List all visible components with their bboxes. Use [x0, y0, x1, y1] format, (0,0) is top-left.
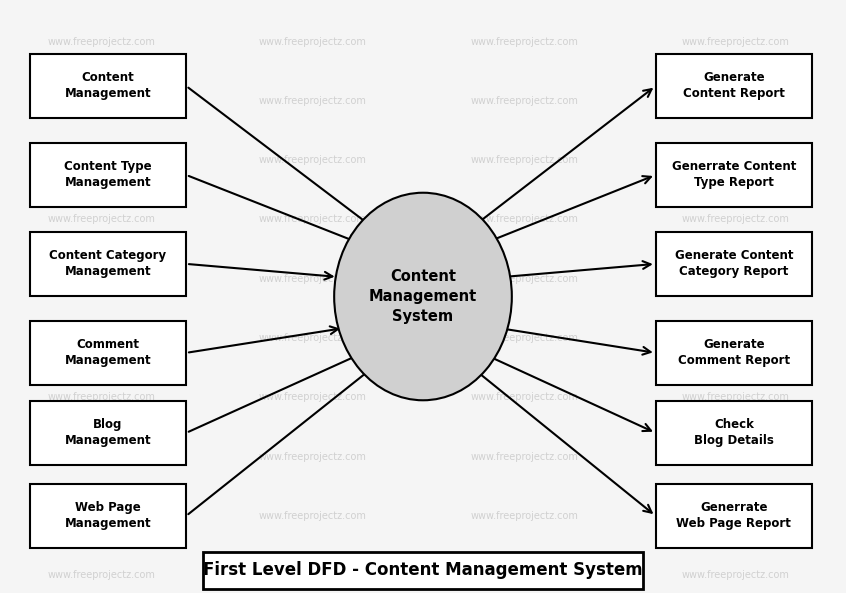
FancyBboxPatch shape [30, 54, 186, 118]
Text: Comment
Management: Comment Management [64, 339, 151, 367]
Text: www.freeprojectz.com: www.freeprojectz.com [259, 37, 367, 46]
FancyBboxPatch shape [30, 232, 186, 296]
Text: www.freeprojectz.com: www.freeprojectz.com [682, 155, 790, 165]
FancyBboxPatch shape [203, 552, 643, 589]
FancyBboxPatch shape [656, 321, 812, 385]
Text: www.freeprojectz.com: www.freeprojectz.com [259, 570, 367, 580]
Text: www.freeprojectz.com: www.freeprojectz.com [470, 96, 579, 106]
Text: www.freeprojectz.com: www.freeprojectz.com [682, 96, 790, 106]
Text: www.freeprojectz.com: www.freeprojectz.com [470, 333, 579, 343]
FancyBboxPatch shape [30, 321, 186, 385]
Text: www.freeprojectz.com: www.freeprojectz.com [470, 155, 579, 165]
Text: Generate
Comment Report: Generate Comment Report [678, 339, 790, 367]
Text: www.freeprojectz.com: www.freeprojectz.com [47, 452, 156, 461]
FancyBboxPatch shape [656, 54, 812, 118]
Text: www.freeprojectz.com: www.freeprojectz.com [259, 155, 367, 165]
FancyBboxPatch shape [656, 401, 812, 465]
Text: www.freeprojectz.com: www.freeprojectz.com [682, 37, 790, 46]
FancyBboxPatch shape [30, 484, 186, 548]
Text: www.freeprojectz.com: www.freeprojectz.com [47, 96, 156, 106]
FancyBboxPatch shape [30, 143, 186, 207]
Text: www.freeprojectz.com: www.freeprojectz.com [682, 215, 790, 224]
Text: www.freeprojectz.com: www.freeprojectz.com [259, 511, 367, 521]
Text: www.freeprojectz.com: www.freeprojectz.com [259, 274, 367, 283]
Text: www.freeprojectz.com: www.freeprojectz.com [470, 511, 579, 521]
Text: Blog
Management: Blog Management [64, 419, 151, 447]
Text: www.freeprojectz.com: www.freeprojectz.com [47, 274, 156, 283]
Text: www.freeprojectz.com: www.freeprojectz.com [259, 393, 367, 402]
Text: www.freeprojectz.com: www.freeprojectz.com [47, 570, 156, 580]
Text: www.freeprojectz.com: www.freeprojectz.com [259, 333, 367, 343]
Text: Content Category
Management: Content Category Management [49, 250, 167, 278]
Ellipse shape [334, 193, 512, 400]
Text: www.freeprojectz.com: www.freeprojectz.com [259, 215, 367, 224]
FancyBboxPatch shape [656, 232, 812, 296]
Text: www.freeprojectz.com: www.freeprojectz.com [470, 37, 579, 46]
Text: www.freeprojectz.com: www.freeprojectz.com [682, 511, 790, 521]
Text: www.freeprojectz.com: www.freeprojectz.com [47, 155, 156, 165]
Text: Check
Blog Details: Check Blog Details [694, 419, 774, 447]
Text: Content
Management: Content Management [64, 72, 151, 100]
FancyBboxPatch shape [656, 143, 812, 207]
Text: Generate Content
Category Report: Generate Content Category Report [674, 250, 794, 278]
Text: www.freeprojectz.com: www.freeprojectz.com [682, 274, 790, 283]
Text: www.freeprojectz.com: www.freeprojectz.com [682, 570, 790, 580]
Text: www.freeprojectz.com: www.freeprojectz.com [470, 393, 579, 402]
Text: www.freeprojectz.com: www.freeprojectz.com [47, 333, 156, 343]
Text: www.freeprojectz.com: www.freeprojectz.com [47, 511, 156, 521]
Text: www.freeprojectz.com: www.freeprojectz.com [470, 452, 579, 461]
Text: Generrate Content
Type Report: Generrate Content Type Report [672, 161, 796, 189]
Text: First Level DFD - Content Management System: First Level DFD - Content Management Sys… [203, 562, 643, 579]
FancyBboxPatch shape [30, 401, 186, 465]
Text: www.freeprojectz.com: www.freeprojectz.com [470, 570, 579, 580]
Text: Generrate
Web Page Report: Generrate Web Page Report [677, 502, 791, 530]
Text: www.freeprojectz.com: www.freeprojectz.com [682, 452, 790, 461]
Text: www.freeprojectz.com: www.freeprojectz.com [259, 452, 367, 461]
Text: www.freeprojectz.com: www.freeprojectz.com [47, 215, 156, 224]
Text: www.freeprojectz.com: www.freeprojectz.com [47, 393, 156, 402]
Text: Content
Management
System: Content Management System [369, 269, 477, 324]
Text: www.freeprojectz.com: www.freeprojectz.com [682, 393, 790, 402]
Text: Content Type
Management: Content Type Management [64, 161, 151, 189]
Text: www.freeprojectz.com: www.freeprojectz.com [47, 37, 156, 46]
Text: www.freeprojectz.com: www.freeprojectz.com [682, 333, 790, 343]
Text: Web Page
Management: Web Page Management [64, 502, 151, 530]
Text: Generate
Content Report: Generate Content Report [683, 72, 785, 100]
Text: www.freeprojectz.com: www.freeprojectz.com [470, 274, 579, 283]
Text: www.freeprojectz.com: www.freeprojectz.com [259, 96, 367, 106]
FancyBboxPatch shape [656, 484, 812, 548]
Text: www.freeprojectz.com: www.freeprojectz.com [470, 215, 579, 224]
